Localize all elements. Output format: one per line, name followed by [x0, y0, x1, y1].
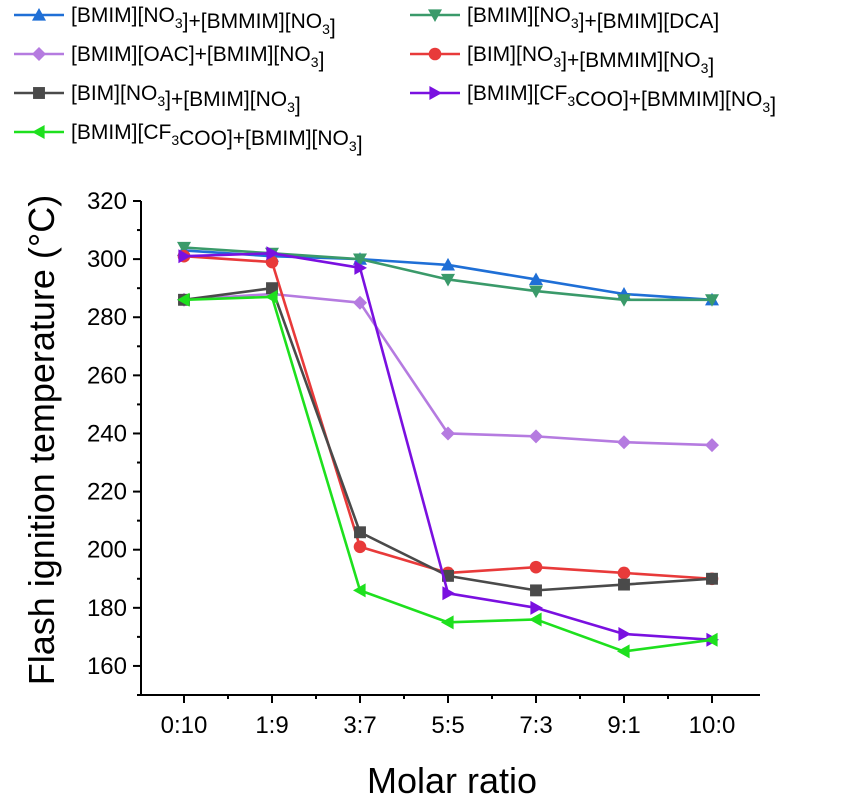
data-point: [530, 600, 543, 615]
data-point: [441, 257, 455, 271]
data-point: [265, 289, 278, 304]
y-tick-label: 180: [87, 595, 127, 622]
data-point: [529, 285, 543, 299]
legend-label: [BIM][NO3]+[BMMIM][NO3]: [467, 43, 714, 78]
data-point: [441, 426, 455, 441]
data-point: [428, 47, 442, 61]
series-line: [183, 252, 713, 642]
data-point: [617, 644, 630, 659]
legend-item: [BIM][NO3]+[BMMIM][NO3]: [410, 43, 714, 78]
plot-axes: 160 180 200 220 240 260 280 300 320 0:10 1:9 3:7 5:5…: [87, 188, 760, 739]
data-point: [442, 586, 455, 601]
legend-item: [BMIM][OAC]+[BMIM][NO3]: [14, 43, 324, 72]
y-tick-label: 320: [87, 188, 127, 215]
x-tick-label: 3:7: [343, 712, 376, 739]
x-tick-label: 9:1: [607, 712, 640, 739]
data-point: [177, 241, 191, 255]
data-point: [529, 560, 543, 574]
legend-item: [BMIM][NO3]+[BMMIM][NO3]: [14, 4, 336, 39]
data-point: [530, 584, 542, 597]
series-7: [177, 289, 718, 659]
y-tick-label: 300: [87, 246, 127, 273]
series-line: [183, 295, 713, 653]
data-point: [353, 253, 367, 267]
data-point: [705, 294, 719, 307]
data-point: [33, 87, 45, 99]
y-tick-label: 200: [87, 537, 127, 564]
data-point: [353, 540, 367, 554]
data-point: [32, 47, 46, 61]
x-tick-label: 5:5: [431, 712, 464, 739]
series-line: [183, 254, 713, 581]
data-point: [706, 572, 718, 585]
legend-label: [BIM][NO3]+[BMIM][NO3]: [71, 82, 301, 117]
data-point: [529, 272, 543, 286]
legend-label: [BMIM][NO3]+[BMIM][DCA]: [467, 4, 719, 33]
data-point: [618, 626, 631, 641]
data-point: [429, 86, 442, 100]
data-point: [617, 435, 631, 450]
data-point: [177, 292, 190, 307]
y-axis-title: Flash ignition temperature (°C): [21, 195, 62, 686]
x-tick-label: 0:10: [161, 712, 208, 739]
legend-label: [BMIM][CF3COO]+[BMIM][NO3]: [71, 121, 363, 156]
data-point: [266, 246, 279, 261]
data-point: [529, 429, 543, 444]
legend-item: [BIM][NO3]+[BMIM][NO3]: [14, 82, 301, 117]
y-tick-label: 280: [87, 304, 127, 331]
series-3: [177, 286, 719, 453]
y-tick-label: 260: [87, 362, 127, 389]
x-axis-title: Molar ratio: [367, 760, 537, 798]
legend-item: [BMIM][CF3COO]+[BMMIM][NO3]: [410, 82, 776, 117]
legend-item: [BMIM][CF3COO]+[BMIM][NO3]: [14, 121, 363, 156]
legend-label: [BMIM][OAC]+[BMIM][NO3]: [71, 43, 324, 72]
x-tick-label: 10:0: [689, 712, 736, 739]
data-point: [617, 294, 631, 307]
legend-item: [BMIM][NO3]+[BMIM][DCA]: [410, 4, 719, 33]
data-point: [618, 578, 630, 591]
plot-series: [177, 241, 719, 659]
y-tick-label: 220: [87, 479, 127, 506]
x-tick-label: 1:9: [255, 712, 288, 739]
y-tick-label: 160: [87, 653, 127, 680]
data-point: [178, 249, 191, 264]
data-point: [32, 8, 46, 21]
data-point: [428, 9, 442, 22]
legend: [BMIM][NO3]+[BMMIM][NO3] [BMIM][NO3]+[BMI…: [14, 4, 776, 156]
series-line: [183, 292, 713, 447]
data-point: [442, 569, 454, 582]
data-point: [266, 282, 278, 295]
data-point: [354, 260, 367, 275]
y-tick-label: 240: [87, 420, 127, 447]
data-point: [353, 583, 366, 598]
legend-label: [BMIM][NO3]+[BMMIM][NO3]: [71, 4, 336, 39]
data-point: [617, 566, 631, 580]
data-point: [354, 526, 366, 539]
data-point: [32, 125, 45, 139]
data-point: [705, 632, 718, 647]
data-point: [705, 438, 719, 453]
data-point: [441, 615, 454, 630]
data-point: [441, 273, 455, 287]
data-point: [529, 612, 542, 627]
x-tick-label: 7:3: [519, 712, 552, 739]
legend-label: [BMIM][CF3COO]+[BMMIM][NO3]: [467, 82, 776, 117]
series-6: [178, 246, 719, 647]
data-point: [353, 295, 367, 310]
